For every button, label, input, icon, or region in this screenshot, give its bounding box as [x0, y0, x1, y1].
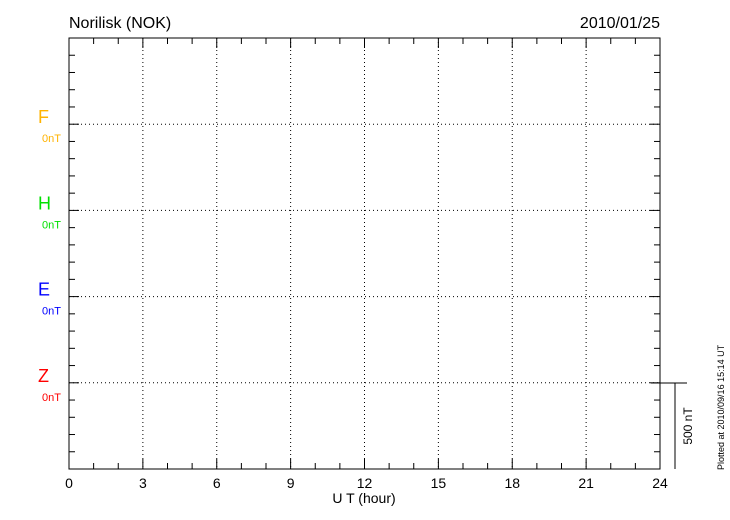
x-tick-label: 18 [504, 475, 520, 491]
series-name-f: F [38, 107, 49, 127]
baseline-label-e: 0nT [42, 306, 61, 318]
x-tick-label: 24 [652, 475, 668, 491]
plotted-at-footer: Plotted at 2010/09/16 15:14 UT [716, 344, 726, 470]
scale-bar: 500 nT [651, 382, 695, 469]
series-name-e: E [38, 280, 50, 300]
x-tick-label: 9 [287, 475, 295, 491]
x-tick-label: 0 [65, 475, 73, 491]
baseline-label-h: 0nT [42, 219, 61, 231]
x-tick-label: 3 [139, 475, 147, 491]
x-tick-label: 6 [213, 475, 221, 491]
chart-title: Norilisk (NOK) [69, 15, 171, 32]
plot-frame [68, 37, 661, 470]
grid [69, 38, 660, 469]
baseline-label-z: 0nT [42, 392, 61, 404]
x-tick-label: 21 [578, 475, 594, 491]
x-tick-label: 12 [357, 475, 373, 491]
x-tick-labels: 0 3 6 9 12 15 18 21 24 [65, 475, 668, 491]
scale-bar-label: 500 nT [681, 407, 695, 445]
series-labels: F 0nT H 0nT E 0nT Z 0nT [38, 107, 61, 404]
series-name-z: Z [38, 366, 49, 386]
axis-ticks [68, 38, 661, 469]
chart-date: 2010/01/25 [580, 15, 660, 32]
series-name-h: H [38, 193, 51, 213]
x-tick-label: 15 [431, 475, 447, 491]
x-axis-label: U T (hour) [332, 490, 395, 506]
baseline-label-f: 0nT [42, 133, 61, 145]
